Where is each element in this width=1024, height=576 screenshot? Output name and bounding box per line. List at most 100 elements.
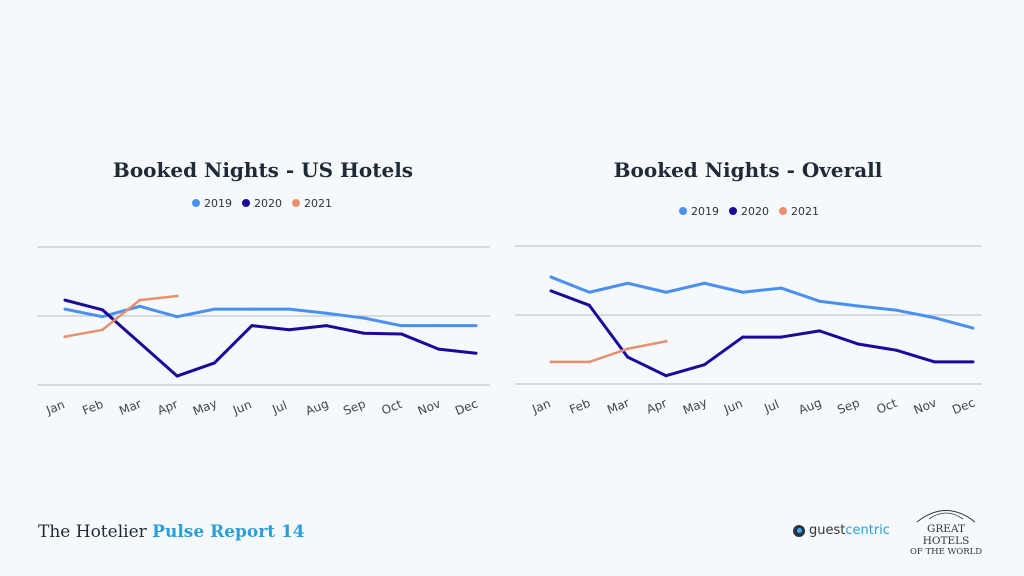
data-point-2019 (971, 326, 975, 330)
x-tick-label: Apr (644, 396, 669, 417)
data-point-2021 (587, 360, 591, 364)
data-point-2020 (325, 324, 329, 328)
great-hotels-logo: GREAT HOTELS OF THE WORLD (905, 505, 987, 557)
data-point-2020 (587, 303, 591, 307)
legend-marker-2021 (779, 207, 787, 215)
series-line-2021 (551, 339, 667, 364)
x-tick-label: Jan (529, 396, 552, 416)
data-point-2020 (933, 360, 937, 364)
report-name: Pulse Report 14 (152, 522, 305, 542)
x-tick-label: May (681, 395, 709, 417)
data-point-2020 (138, 341, 142, 345)
x-tick-label: Nov (912, 395, 939, 417)
x-tick-label: Oct (875, 396, 900, 417)
x-tick-label: Aug (797, 395, 824, 417)
data-point-2020 (894, 348, 898, 352)
legend-marker-2020 (242, 199, 250, 207)
legend-marker-2019 (192, 199, 200, 207)
data-point-2020 (702, 363, 706, 367)
x-tick-label: Oct (380, 397, 405, 418)
data-point-2020 (287, 328, 291, 332)
x-tick-label: Jul (269, 398, 289, 417)
legend-label-2019: 2019 (204, 197, 232, 210)
guestcentric-logo-icon (793, 524, 805, 537)
data-point-2019 (437, 324, 441, 328)
data-point-2021 (664, 339, 668, 343)
x-tick-label: Jul (761, 397, 781, 416)
x-tick-label: Mar (117, 397, 143, 418)
series-line-2019 (550, 275, 974, 330)
series-line-2019 (64, 304, 476, 328)
data-point-2020 (549, 289, 553, 293)
x-tick-label: Jan (43, 397, 66, 417)
data-point-2019 (250, 307, 254, 311)
brand-name: The Hotelier (38, 522, 147, 542)
data-point-2021 (138, 298, 142, 302)
legend-marker-2019 (679, 207, 687, 215)
data-point-2020 (175, 374, 179, 378)
x-tick-label: Aug (304, 396, 331, 418)
data-point-2019 (664, 290, 668, 294)
x-tick-label: Jun (230, 397, 254, 417)
data-point-2019 (212, 307, 216, 311)
data-point-2020 (779, 335, 783, 339)
data-point-2019 (325, 311, 329, 315)
data-point-2019 (894, 308, 898, 312)
x-tick-label: Mar (605, 396, 631, 417)
series-line-2020 (550, 289, 973, 378)
data-point-2019 (549, 275, 553, 279)
data-point-2021 (175, 294, 179, 298)
data-point-2020 (250, 324, 254, 328)
legend-label-2020: 2020 (741, 205, 769, 218)
data-point-2020 (856, 342, 860, 346)
data-point-2019 (933, 316, 937, 320)
x-tick-label: Feb (80, 397, 105, 418)
data-point-2019 (138, 304, 142, 308)
legend-label-2021: 2021 (304, 197, 332, 210)
data-point-2020 (818, 329, 822, 333)
x-tick-label: Nov (416, 396, 443, 418)
data-point-2020 (437, 347, 441, 351)
data-point-2021 (100, 328, 104, 332)
legend-label-2021: 2021 (791, 205, 819, 218)
data-point-2019 (741, 290, 745, 294)
data-point-2019 (63, 307, 67, 311)
data-point-2019 (626, 281, 630, 285)
data-point-2020 (741, 335, 745, 339)
chart-1: Booked Nights - US Hotels 2019 2020 2021 Jan… (37, 158, 490, 418)
data-point-2020 (362, 331, 366, 335)
data-point-2019 (399, 324, 403, 328)
guestcentric-logo: guestcentric (793, 523, 890, 538)
chart-2: Booked Nights - Overall 2019 2020 2021 Jan Fe… (515, 158, 982, 417)
x-tick-label: Sep (835, 396, 861, 417)
legend-label-2019: 2019 (691, 205, 719, 218)
data-point-2020 (664, 374, 668, 378)
legend-label-2020: 2020 (254, 197, 282, 210)
x-tick-label: Sep (341, 397, 367, 418)
data-point-2019 (100, 315, 104, 319)
data-point-2019 (362, 316, 366, 320)
data-point-2019 (856, 304, 860, 308)
data-point-2020 (626, 355, 630, 359)
legend-marker-2021 (292, 199, 300, 207)
dome-icon (916, 510, 976, 523)
data-point-2019 (818, 299, 822, 303)
series-line-2020 (64, 298, 477, 378)
data-point-2021 (63, 335, 67, 339)
legend-marker-2020 (729, 207, 737, 215)
chart-title: Booked Nights - Overall (614, 158, 883, 182)
x-tick-label: Jun (721, 396, 745, 416)
data-point-2019 (175, 315, 179, 319)
series-line-2021 (64, 294, 178, 338)
x-tick-label: Dec (453, 396, 480, 418)
data-point-2021 (549, 360, 553, 364)
x-tick-label: Apr (155, 397, 180, 418)
data-point-2020 (63, 298, 67, 302)
data-point-2019 (474, 324, 478, 328)
data-point-2019 (587, 290, 591, 294)
data-point-2020 (474, 351, 478, 355)
footer-brand: The Hotelier Pulse Report 14 (38, 522, 305, 542)
data-point-2020 (399, 332, 403, 336)
x-tick-label: May (191, 396, 219, 418)
